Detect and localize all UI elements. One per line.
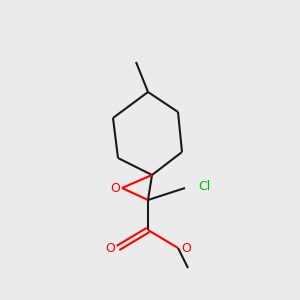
- Text: O: O: [105, 242, 115, 254]
- Text: O: O: [181, 242, 191, 254]
- Text: Cl: Cl: [198, 179, 210, 193]
- Text: O: O: [110, 182, 120, 196]
